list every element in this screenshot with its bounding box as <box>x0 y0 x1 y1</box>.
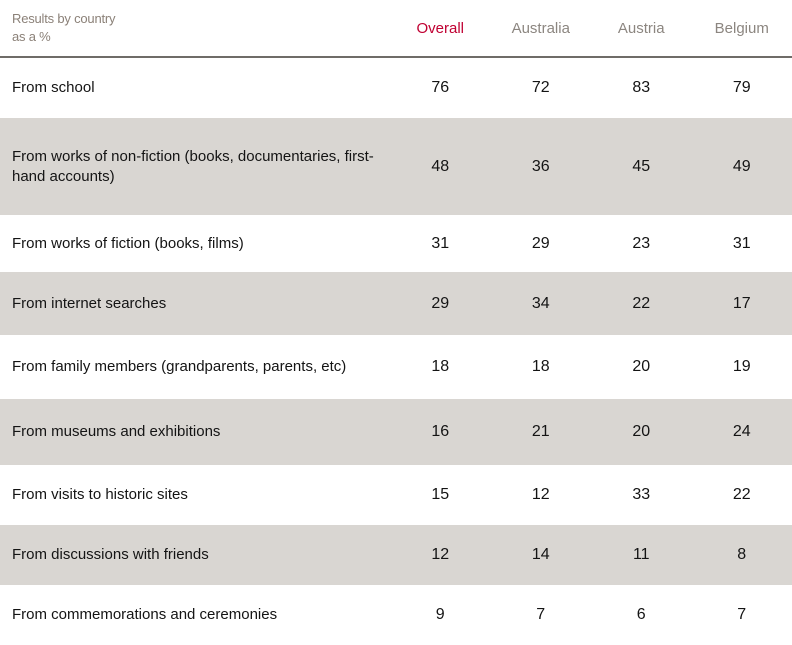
table-header-row: Results by country as a % Overall Austra… <box>0 0 792 58</box>
column-header-austria: Austria <box>617 19 665 37</box>
value-cell-overall: 76 <box>431 79 450 96</box>
table-row: From family members (grandparents, paren… <box>0 335 792 399</box>
table-row: From school 76 72 83 79 <box>0 58 792 118</box>
table-row: From works of fiction (books, films) 31 … <box>0 215 792 272</box>
caption-line-1: Results by country <box>12 11 116 26</box>
value-cell-australia: 21 <box>531 423 550 440</box>
value-cell-overall: 18 <box>431 358 450 375</box>
value-cell-australia: 29 <box>531 234 550 252</box>
value-cell-belgium: 8 <box>737 546 747 563</box>
value-cell-belgium: 7 <box>737 606 747 623</box>
column-header-australia: Australia <box>511 19 570 37</box>
row-label: From works of non-fiction (books, docume… <box>12 147 374 185</box>
value-cell-belgium: 17 <box>732 294 751 312</box>
value-cell-belgium: 24 <box>732 423 751 440</box>
value-cell-belgium: 22 <box>732 486 751 503</box>
value-cell-overall: 31 <box>431 234 450 252</box>
value-cell-overall: 12 <box>431 546 450 563</box>
table-row: From internet searches 29 34 22 17 <box>0 272 792 335</box>
value-cell-belgium: 79 <box>732 79 751 96</box>
row-label: From commemorations and ceremonies <box>12 606 278 623</box>
row-label: From school <box>12 79 95 96</box>
value-cell-australia: 72 <box>531 79 550 96</box>
value-cell-australia: 36 <box>531 157 550 175</box>
row-label: From family members (grandparents, paren… <box>12 358 347 375</box>
value-cell-austria: 33 <box>632 486 651 503</box>
table-row: From discussions with friends 12 14 11 8 <box>0 525 792 585</box>
value-cell-belgium: 31 <box>732 234 751 252</box>
value-cell-austria: 23 <box>632 234 651 252</box>
value-cell-austria: 20 <box>632 423 651 440</box>
value-cell-belgium: 49 <box>732 157 751 175</box>
table-row: From visits to historic sites 15 12 33 2… <box>0 465 792 525</box>
value-cell-overall: 16 <box>431 423 450 440</box>
value-cell-overall: 15 <box>431 486 450 503</box>
table-corner-caption: Results by country as a % <box>0 10 390 46</box>
value-cell-austria: 11 <box>632 546 650 563</box>
column-header-overall: Overall <box>416 19 464 37</box>
value-cell-overall: 48 <box>431 157 450 175</box>
value-cell-australia: 12 <box>531 486 550 503</box>
value-cell-australia: 34 <box>531 294 550 312</box>
table-row: From museums and exhibitions 16 21 20 24 <box>0 399 792 465</box>
table-row: From works of non-fiction (books, docume… <box>0 118 792 215</box>
value-cell-austria: 22 <box>632 294 651 312</box>
value-cell-austria: 83 <box>632 79 651 96</box>
table-row: From commemorations and ceremonies 9 7 6… <box>0 585 792 645</box>
column-header-belgium: Belgium <box>714 19 769 37</box>
value-cell-australia: 18 <box>531 358 550 375</box>
value-cell-overall: 29 <box>431 294 450 312</box>
row-label: From visits to historic sites <box>12 486 188 503</box>
row-label: From internet searches <box>12 294 167 312</box>
row-label: From works of fiction (books, films) <box>12 234 244 252</box>
value-cell-austria: 6 <box>636 606 646 623</box>
caption-line-2: as a % <box>12 29 51 44</box>
value-cell-austria: 20 <box>632 358 651 375</box>
value-cell-belgium: 19 <box>732 358 751 375</box>
table-body: From school 76 72 83 79 From works of no… <box>0 58 792 645</box>
value-cell-australia: 7 <box>536 606 546 623</box>
row-label: From discussions with friends <box>12 546 209 563</box>
row-label: From museums and exhibitions <box>12 423 221 440</box>
value-cell-australia: 14 <box>531 546 550 563</box>
value-cell-overall: 9 <box>435 606 445 623</box>
value-cell-austria: 45 <box>632 157 651 175</box>
